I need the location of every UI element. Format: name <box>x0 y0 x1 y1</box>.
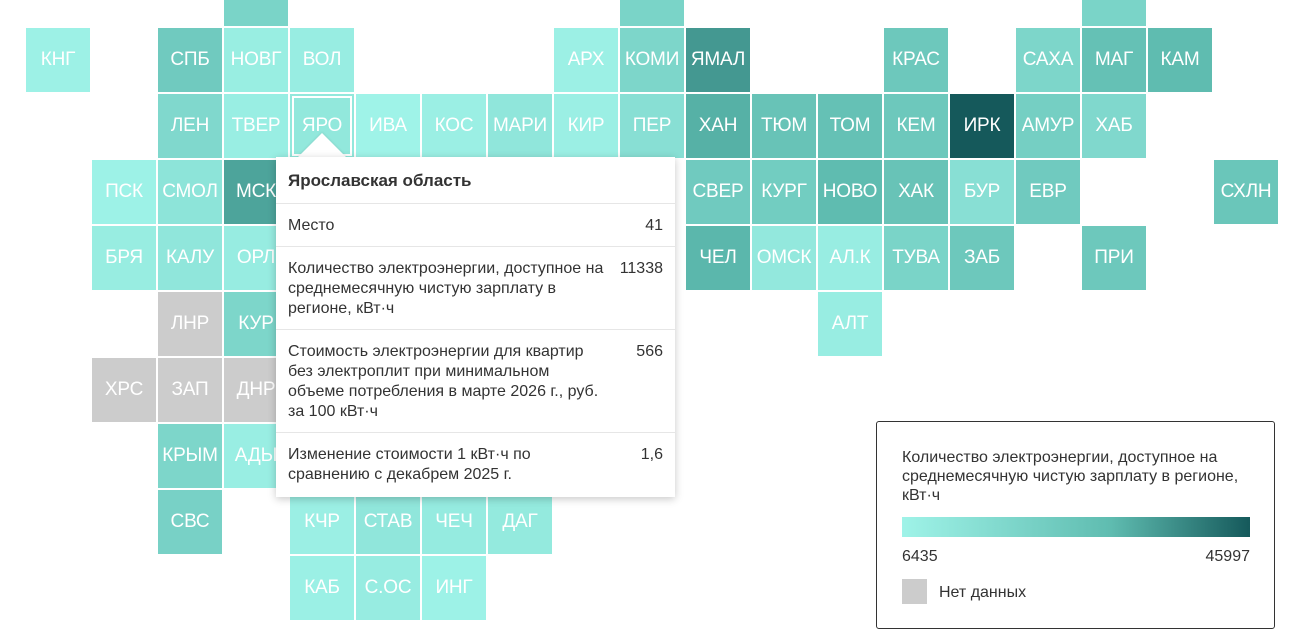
legend-max-value: 45997 <box>1205 548 1251 565</box>
region-tile-ЗАБ[interactable]: ЗАБ <box>950 226 1014 290</box>
region-tile-ПРИ[interactable]: ПРИ <box>1082 226 1146 290</box>
tooltip-label: Количество электроэнергии, доступное на … <box>288 260 604 317</box>
tooltip-row-cost: Стоимость электроэнергии для квартир без… <box>276 330 675 433</box>
region-tile-ЗАП[interactable]: ЗАП <box>158 358 222 422</box>
tooltip-row-energy: Количество электроэнергии, доступное на … <box>276 247 675 330</box>
region-tile-ВОЛ[interactable]: ВОЛ <box>290 28 354 92</box>
region-tile-ИРК[interactable]: ИРК <box>950 94 1014 158</box>
region-tile-ЧЕЧ[interactable]: ЧЕЧ <box>422 490 486 554</box>
region-tile-ХАК[interactable]: ХАК <box>884 160 948 224</box>
legend-min-value: 6435 <box>902 548 938 565</box>
tooltip-row-change: Изменение стоимости 1 кВт·ч по сравнению… <box>276 433 675 497</box>
region-tile[interactable] <box>224 0 288 26</box>
region-tile-ИНГ[interactable]: ИНГ <box>422 556 486 620</box>
region-tile-СВЕР[interactable]: СВЕР <box>686 160 750 224</box>
legend-nodata-swatch <box>902 579 927 604</box>
tooltip-value: 41 <box>645 217 663 234</box>
region-tile-СТАВ[interactable]: СТАВ <box>356 490 420 554</box>
region-tile-БУР[interactable]: БУР <box>950 160 1014 224</box>
region-tile-САХА[interactable]: САХА <box>1016 28 1080 92</box>
region-tile-ХАН[interactable]: ХАН <box>686 94 750 158</box>
region-tile[interactable] <box>620 0 684 26</box>
region-tile-КИР[interactable]: КИР <box>554 94 618 158</box>
region-tile-СПБ[interactable]: СПБ <box>158 28 222 92</box>
tooltip-value: 11338 <box>619 260 663 277</box>
region-tile-ТЮМ[interactable]: ТЮМ <box>752 94 816 158</box>
region-tile-ДАГ[interactable]: ДАГ <box>488 490 552 554</box>
tooltip-arrow <box>297 133 347 158</box>
map-legend: Количество электроэнергии, доступное на … <box>876 421 1275 629</box>
region-tile-АРХ[interactable]: АРХ <box>554 28 618 92</box>
region-tile-ЕВР[interactable]: ЕВР <box>1016 160 1080 224</box>
region-tile-КРАС[interactable]: КРАС <box>884 28 948 92</box>
region-tile-С.ОС[interactable]: С.ОС <box>356 556 420 620</box>
region-tile-КОС[interactable]: КОС <box>422 94 486 158</box>
region-tile-АМУР[interactable]: АМУР <box>1016 94 1080 158</box>
legend-color-scale <box>902 517 1250 537</box>
tooltip-title: Ярославская область <box>276 157 675 204</box>
region-tile[interactable] <box>1082 0 1146 26</box>
region-tile-КАМ[interactable]: КАМ <box>1148 28 1212 92</box>
region-tile-ПЕР[interactable]: ПЕР <box>620 94 684 158</box>
tooltip-value: 1,6 <box>640 446 663 463</box>
legend-nodata-label: Нет данных <box>939 584 1027 601</box>
region-tile-ХРС[interactable]: ХРС <box>92 358 156 422</box>
region-tooltip: Ярославская область Место 41 Количество … <box>276 157 675 497</box>
region-tile-ИВА[interactable]: ИВА <box>356 94 420 158</box>
region-tile-ТВЕР[interactable]: ТВЕР <box>224 94 288 158</box>
region-tile-ХАБ[interactable]: ХАБ <box>1082 94 1146 158</box>
region-tile-СХЛН[interactable]: СХЛН <box>1214 160 1278 224</box>
tooltip-row-rank: Место 41 <box>276 204 675 247</box>
region-tile-ТОМ[interactable]: ТОМ <box>818 94 882 158</box>
region-tile-ЯМАЛ[interactable]: ЯМАЛ <box>686 28 750 92</box>
region-tile-ЛЕН[interactable]: ЛЕН <box>158 94 222 158</box>
region-tile-НОВО[interactable]: НОВО <box>818 160 882 224</box>
region-tile-ПСК[interactable]: ПСК <box>92 160 156 224</box>
tooltip-value: 566 <box>636 343 663 360</box>
region-tile-ОМСК[interactable]: ОМСК <box>752 226 816 290</box>
region-tile-БРЯ[interactable]: БРЯ <box>92 226 156 290</box>
region-tile-КЕМ[interactable]: КЕМ <box>884 94 948 158</box>
region-tile-АЛ.К[interactable]: АЛ.К <box>818 226 882 290</box>
region-tile-КНГ[interactable]: КНГ <box>26 28 90 92</box>
region-tile-МАРИ[interactable]: МАРИ <box>488 94 552 158</box>
region-tile-АЛТ[interactable]: АЛТ <box>818 292 882 356</box>
region-tile-ЛНР[interactable]: ЛНР <box>158 292 222 356</box>
region-tile-КАБ[interactable]: КАБ <box>290 556 354 620</box>
region-tile-СМОЛ[interactable]: СМОЛ <box>158 160 222 224</box>
region-tile-ТУВА[interactable]: ТУВА <box>884 226 948 290</box>
region-tile-КУРГ[interactable]: КУРГ <box>752 160 816 224</box>
tooltip-label: Место <box>288 217 335 234</box>
region-tile-КАЛУ[interactable]: КАЛУ <box>158 226 222 290</box>
region-tile-КЧР[interactable]: КЧР <box>290 490 354 554</box>
region-tile-КОМИ[interactable]: КОМИ <box>620 28 684 92</box>
legend-title: Количество электроэнергии, доступное на … <box>902 449 1239 504</box>
tooltip-label: Стоимость электроэнергии для квартир без… <box>288 343 599 420</box>
region-tile-СВС[interactable]: СВС <box>158 490 222 554</box>
region-tile-НОВГ[interactable]: НОВГ <box>224 28 288 92</box>
region-tile-ЧЕЛ[interactable]: ЧЕЛ <box>686 226 750 290</box>
region-tile-КРЫМ[interactable]: КРЫМ <box>158 424 222 488</box>
tooltip-label: Изменение стоимости 1 кВт·ч по сравнению… <box>288 446 531 483</box>
region-tile-МАГ[interactable]: МАГ <box>1082 28 1146 92</box>
